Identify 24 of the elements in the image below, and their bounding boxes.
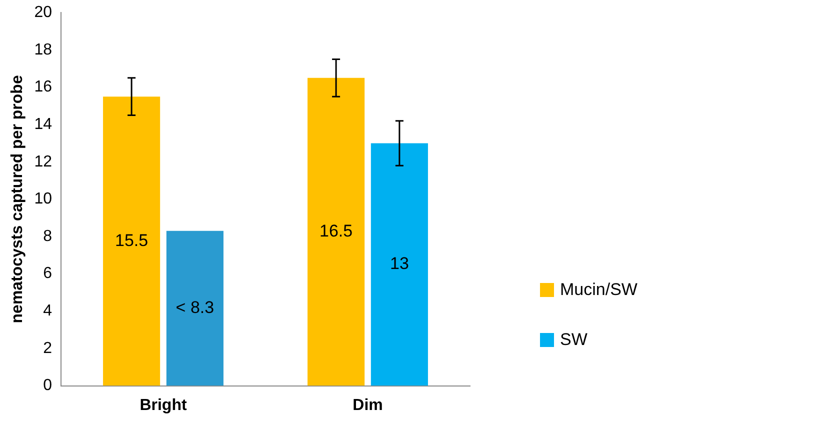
legend-label: SW: [560, 330, 588, 350]
y-tick-label: 0: [43, 377, 52, 394]
data-label: < 8.3: [176, 298, 214, 318]
y-tick-label: 16: [34, 78, 52, 96]
y-tick-label: 4: [43, 302, 52, 320]
bar: [308, 78, 365, 386]
data-label: 13: [390, 254, 409, 274]
y-axis-title: nematocysts captured per probe: [9, 75, 26, 324]
data-label: 16.5: [320, 222, 353, 241]
bar: [370, 143, 428, 386]
y-tick-label: 20: [34, 4, 52, 22]
x-tick-label: Bright: [140, 396, 188, 414]
y-tick-label: 8: [43, 228, 52, 245]
data-label: 15.5: [115, 230, 148, 250]
y-tick-label: 12: [34, 153, 52, 170]
x-tick-label: Dim: [352, 396, 383, 414]
y-tick-label: 2: [43, 340, 52, 357]
y-tick-label: 6: [43, 265, 52, 282]
bar: [166, 230, 224, 386]
y-tick-label: 18: [34, 41, 52, 58]
bar: [103, 96, 160, 386]
legend-label: Mucin/SW: [560, 280, 638, 300]
y-tick-label: 10: [34, 190, 52, 208]
y-tick-label: 14: [34, 116, 52, 133]
